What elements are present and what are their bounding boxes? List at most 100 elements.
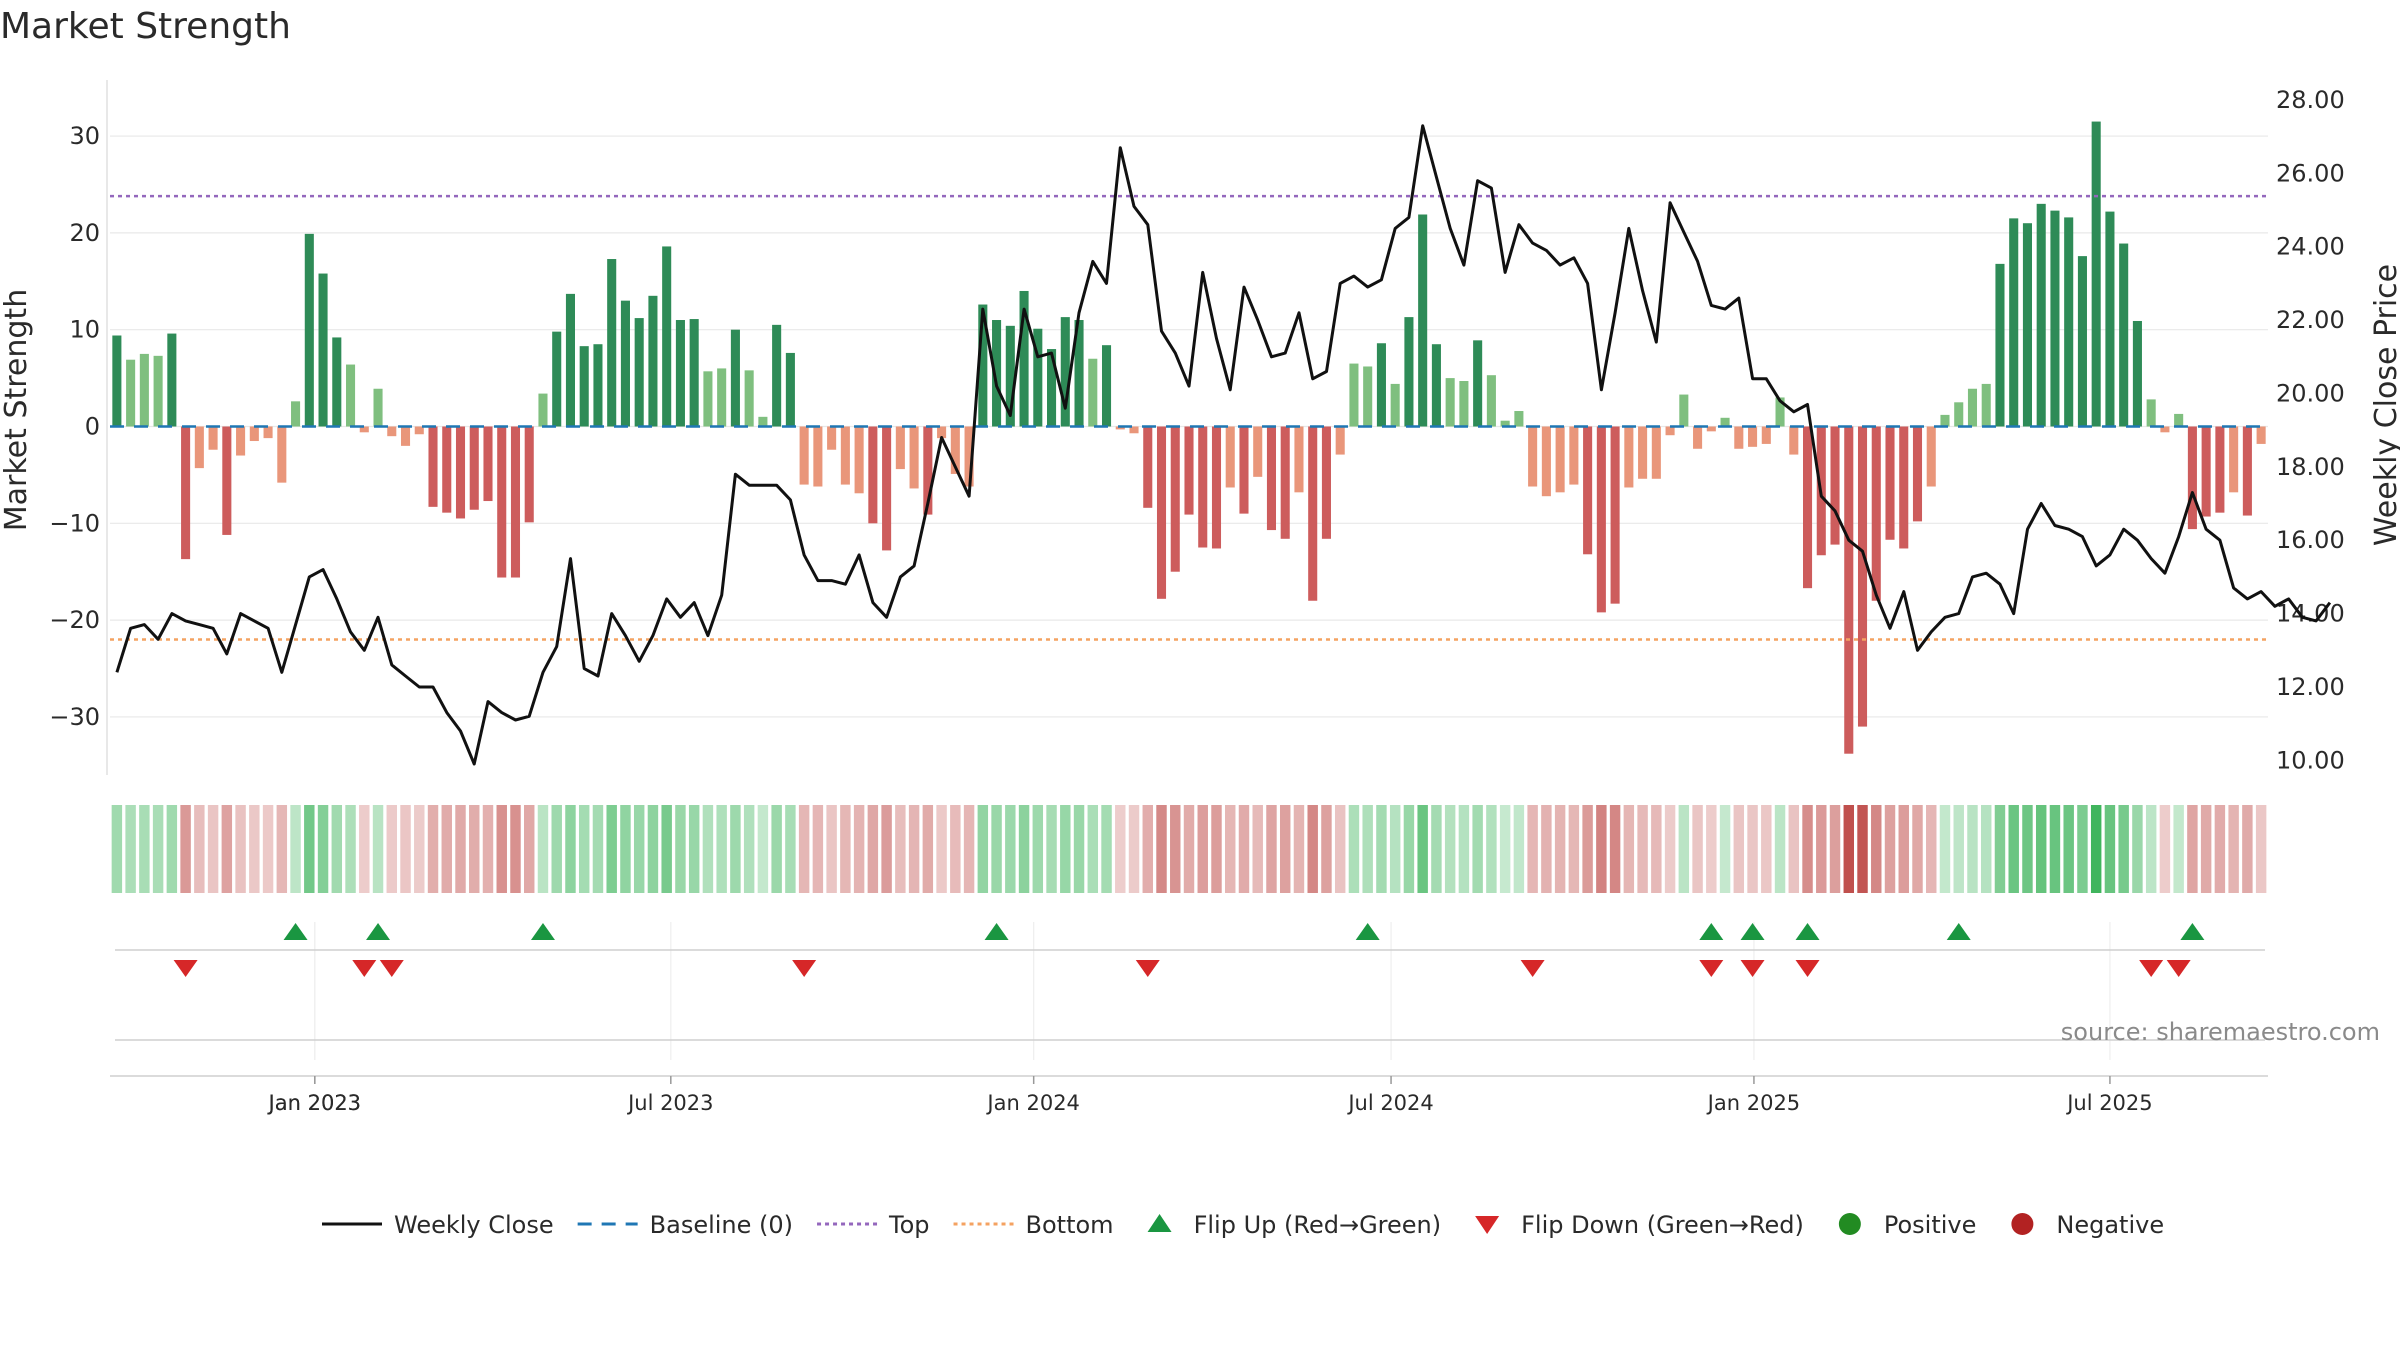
heat-cell (1884, 805, 1896, 893)
heat-cell (730, 805, 741, 893)
strength-bar (346, 364, 356, 427)
strength-bar (1610, 426, 1620, 604)
strength-bar (1294, 426, 1304, 493)
y-tick-label: −20 (49, 606, 100, 634)
strength-bar (304, 233, 314, 427)
heat-cell (1541, 805, 1552, 893)
strength-bar (428, 426, 438, 507)
heat-cell (908, 805, 920, 893)
heat-cell (1115, 805, 1126, 893)
x-tick-label: Jan 2023 (267, 1091, 362, 1115)
heat-cell (881, 805, 892, 893)
heat-cell (1857, 805, 1868, 893)
heat-cell (1554, 805, 1566, 893)
heat-cell (359, 805, 370, 893)
strength-bar (799, 426, 809, 485)
heat-cell (221, 805, 233, 893)
strength-bar (455, 426, 466, 519)
heat-cell (1596, 805, 1607, 893)
left-y-axis: 30 20 10 0 −10 −20 −30 (49, 80, 108, 775)
strength-bar (2022, 223, 2032, 427)
strength-bar (758, 416, 768, 427)
strength-bar (1431, 344, 1441, 427)
strength-bar (112, 335, 122, 427)
heat-cell (1238, 805, 1250, 893)
heat-cell (1225, 805, 1236, 893)
heat-cell (180, 805, 191, 893)
strength-bar (717, 368, 727, 427)
strength-bar (181, 426, 191, 560)
strength-bar (1706, 426, 1716, 432)
heat-cell (1829, 805, 1841, 893)
strength-bar (2050, 210, 2060, 427)
legend-item: Negative (2011, 1211, 2164, 1239)
strength-bar (2201, 426, 2211, 517)
strength-bar (1308, 426, 1318, 601)
heat-cell (2077, 805, 2088, 893)
heat-cell (1156, 805, 1167, 893)
heat-cell (1706, 805, 1717, 893)
heat-cell (1348, 805, 1360, 893)
flip-up-marker (283, 923, 308, 940)
right-y-axis: 28.00 26.00 24.00 22.00 20.00 18.00 16.00 14.00… (2276, 86, 2345, 774)
legend-swatch (1147, 1214, 1172, 1232)
strength-bar (1143, 426, 1153, 508)
heat-cell (840, 805, 851, 893)
heat-cell (1087, 805, 1099, 893)
flip-down-marker (2139, 960, 2164, 977)
legend-label: Negative (2056, 1211, 2164, 1239)
heat-cell (1678, 805, 1690, 893)
strength-bar (1335, 426, 1345, 455)
heat-cell (331, 805, 343, 893)
strength-bar (1500, 420, 1510, 427)
weekly-close-series (115, 124, 2332, 766)
strength-bar (222, 426, 232, 535)
strength-bar (909, 426, 919, 489)
heat-cell (1499, 805, 1511, 893)
strength-bar (126, 359, 136, 427)
x-tick-label: Jul 2025 (2065, 1091, 2152, 1115)
strength-bar (167, 333, 177, 427)
strength-bar (1253, 426, 1263, 477)
heat-cell (441, 805, 452, 893)
flip-up-marker (1355, 923, 1380, 940)
strength-bar (1019, 290, 1029, 427)
heat-cell (469, 805, 480, 893)
strength-bar (1047, 349, 1057, 427)
heat-cell (1664, 805, 1676, 893)
strength-bar (1074, 320, 1084, 427)
heat-cell (716, 805, 727, 893)
strength-bar (277, 426, 287, 483)
legend-item: Flip Down (Green→Red) (1475, 1211, 1804, 1239)
heat-cell (1197, 805, 1208, 893)
strength-bar (1184, 426, 1194, 515)
flip-down-marker (1699, 960, 1724, 977)
weekly-close-line (115, 124, 2332, 766)
strength-bar (263, 426, 273, 439)
strength-bar (1830, 426, 1840, 545)
strength-bar (772, 324, 782, 427)
flip-up-marker (530, 923, 555, 940)
heat-cell (2214, 805, 2226, 893)
heat-cell (1527, 805, 1538, 893)
heat-cell (950, 805, 961, 893)
heat-cell (592, 805, 604, 893)
flip-up-marker (1699, 923, 1724, 940)
strength-bar (744, 370, 754, 427)
strength-bar (675, 320, 685, 427)
strength-bar (662, 246, 672, 427)
y-tick-label: 0 (85, 413, 100, 441)
heat-cell (400, 805, 411, 893)
heat-cell (194, 805, 205, 893)
heat-cell (688, 805, 700, 893)
heat-cell (1953, 805, 1964, 893)
heat-cell (510, 805, 521, 893)
legend-swatch (1838, 1213, 1861, 1235)
y-tick-label: 30 (69, 122, 100, 150)
heat-cell (1761, 805, 1772, 893)
heat-cell (1637, 805, 1648, 893)
legend-item: Bottom (953, 1211, 1114, 1239)
x-tick-label: Jan 2024 (985, 1091, 1080, 1115)
heat-cell (1994, 805, 2006, 893)
heat-cell (1802, 805, 1813, 893)
